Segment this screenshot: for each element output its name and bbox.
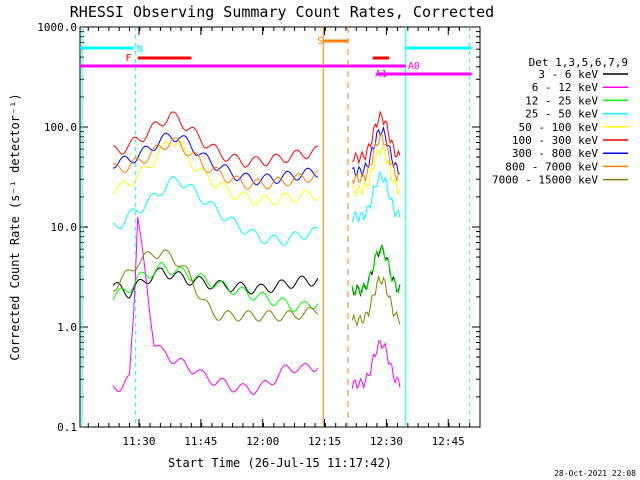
legend-label: 100 - 300 keV [512, 134, 598, 147]
y-tick-label: 0.1 [57, 421, 77, 434]
series-line-orbit1 [112, 216, 319, 396]
x-tick-label: 12:30 [370, 435, 403, 448]
series-line-orbit1 [112, 140, 319, 206]
legend-title: Det 1,3,5,6,7,9 [529, 56, 628, 69]
legend-label: 300 - 800 keV [512, 147, 598, 160]
y-tick-label: 10.0 [51, 221, 78, 234]
series-line-orbit2 [351, 110, 401, 165]
footer-date: 28-Oct-2021 22:08 [554, 469, 636, 478]
marker-label-s: S [317, 36, 323, 47]
marker-label-a0: A0 [408, 61, 420, 72]
series-line-orbit2 [351, 340, 401, 390]
y-tick-label: 1000.0 [37, 21, 77, 34]
plot-frame [79, 26, 481, 428]
y-tick-label: 100.0 [44, 121, 77, 134]
series-line-orbit1 [112, 137, 319, 190]
y-tick-label: 1.0 [57, 321, 77, 334]
instrument-markers: NF S A0 A1 [80, 27, 472, 427]
series-line-orbit1 [113, 132, 318, 186]
marker-label-f: F [126, 53, 132, 64]
legend-label: 25 - 50 keV [525, 108, 598, 121]
series-layer [112, 110, 401, 396]
series-line-orbit2 [351, 133, 401, 186]
y-axis-label: Corrected Count Rate (s⁻¹ detector⁻¹) [8, 93, 22, 360]
marker-label-n: N [137, 44, 143, 55]
series-line-orbit1 [112, 261, 319, 313]
series-line-orbit1 [112, 249, 319, 322]
series-line-orbit2 [351, 244, 401, 297]
x-tick-label: 11:30 [122, 435, 155, 448]
legend-label: 3 - 6 keV [538, 68, 598, 81]
legend-label: 50 - 100 keV [519, 121, 599, 134]
series-line-orbit2 [351, 125, 401, 178]
legend-label: 7000 - 15000 keV [492, 174, 598, 187]
series-line-orbit1 [112, 111, 318, 168]
series-line-orbit2 [351, 170, 401, 224]
series-line-orbit1 [112, 267, 319, 299]
legend-label: 12 - 25 keV [525, 94, 598, 107]
legend-label: 6 - 12 keV [532, 81, 599, 94]
legend-label: 800 - 7000 keV [505, 160, 598, 173]
axis-layer: 0.1 1.0 10.0 100.0 1000.0 11:30 11:45 12:00 12:1… [37, 21, 480, 448]
chart-title: RHESSI Observing Summary Count Rates, Co… [70, 3, 494, 21]
series-line-orbit2 [351, 274, 401, 327]
series-line-orbit1 [112, 176, 319, 246]
x-tick-label: 12:15 [308, 435, 341, 448]
x-tick-label: 12:00 [246, 435, 279, 448]
marker-label-a1: A1 [375, 69, 387, 80]
x-tick-label: 11:45 [184, 435, 217, 448]
x-axis-label: Start Time (26-Jul-15 11:17:42) [168, 456, 392, 470]
series-line-orbit2 [351, 145, 401, 198]
x-tick-label: 12:45 [432, 435, 465, 448]
